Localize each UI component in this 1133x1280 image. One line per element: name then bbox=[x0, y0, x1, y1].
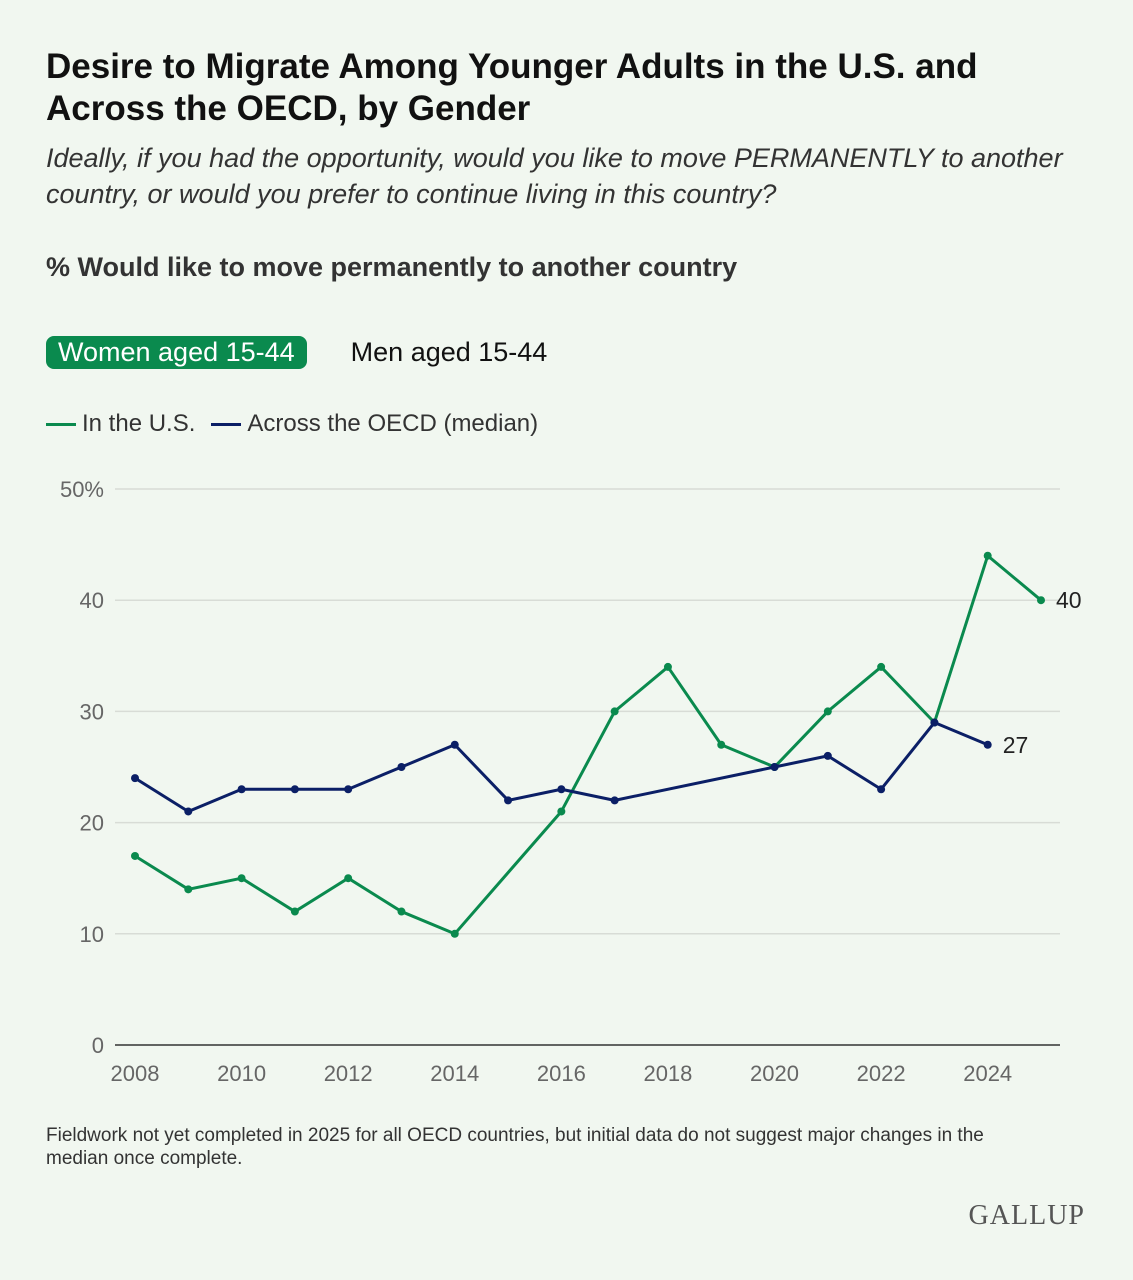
data-point bbox=[290, 907, 299, 916]
data-point bbox=[610, 796, 619, 805]
line-chart: 0 10 20 30 40 50% 2008 2010 2012 2014 2016 2018 2020… bbox=[60, 477, 1082, 1086]
data-point bbox=[397, 907, 406, 916]
footnote: Fieldwork not yet completed in 2025 for … bbox=[46, 1125, 984, 1169]
data-point bbox=[877, 785, 886, 794]
chart-subtitle: Ideally, if you had the opportunity, wou… bbox=[46, 143, 1063, 209]
data-point bbox=[237, 785, 246, 794]
data-point bbox=[184, 885, 193, 894]
tab-women[interactable]: Women aged 15-44 bbox=[46, 336, 307, 369]
legend-item-oecd: Across the OECD (median) bbox=[211, 410, 538, 438]
data-point bbox=[717, 740, 726, 749]
data-point bbox=[983, 740, 992, 749]
x-tick-label: 2024 bbox=[963, 1061, 1012, 1086]
data-point bbox=[131, 774, 139, 783]
data-point bbox=[237, 874, 246, 883]
series-line-us bbox=[134, 554, 1042, 936]
x-tick-label: 2020 bbox=[750, 1061, 799, 1086]
chart-title: Desire to Migrate Among Younger Adults i… bbox=[46, 47, 978, 128]
data-point bbox=[1037, 596, 1045, 605]
legend-label: Across the OECD (median) bbox=[247, 410, 539, 437]
y-tick-label: 50% bbox=[60, 477, 104, 502]
y-tick-label: 0 bbox=[92, 1033, 104, 1058]
gender-tabs: Women aged 15-44 Men aged 15-44 bbox=[46, 336, 559, 369]
data-point bbox=[557, 785, 566, 794]
end-value-label: 40 bbox=[1056, 587, 1082, 613]
data-point bbox=[450, 740, 459, 749]
data-point bbox=[397, 763, 406, 771]
x-tick-label: 2016 bbox=[537, 1061, 586, 1086]
legend-label: In the U.S. bbox=[82, 410, 196, 437]
data-point bbox=[610, 707, 619, 716]
y-tick-label: 40 bbox=[80, 588, 104, 613]
data-point bbox=[877, 662, 886, 671]
data-point bbox=[770, 763, 779, 771]
data-point bbox=[344, 874, 353, 883]
data-point bbox=[983, 551, 992, 560]
legend-swatch bbox=[211, 422, 242, 426]
series-line-oecd bbox=[134, 721, 989, 813]
data-point bbox=[823, 707, 832, 716]
x-tick-label: 2008 bbox=[111, 1061, 160, 1086]
data-point bbox=[823, 751, 832, 760]
data-point bbox=[450, 929, 459, 938]
data-point bbox=[663, 662, 672, 671]
legend-swatch bbox=[46, 422, 76, 426]
data-point bbox=[131, 851, 139, 860]
y-tick-label: 20 bbox=[80, 811, 104, 836]
tab-men[interactable]: Men aged 15-44 bbox=[350, 337, 548, 367]
measure-label: % Would like to move permanently to anot… bbox=[46, 252, 738, 282]
y-tick-label: 30 bbox=[80, 699, 104, 724]
data-point bbox=[184, 807, 193, 816]
data-point bbox=[557, 807, 566, 816]
x-tick-label: 2012 bbox=[324, 1061, 373, 1086]
y-tick-label: 10 bbox=[80, 922, 104, 947]
data-point bbox=[290, 785, 299, 794]
x-tick-label: 2014 bbox=[430, 1061, 479, 1086]
legend: In the U.S. Across the OECD (median) bbox=[46, 410, 538, 438]
x-tick-label: 2010 bbox=[217, 1061, 266, 1086]
x-tick-label: 2022 bbox=[857, 1061, 906, 1086]
data-point bbox=[504, 796, 513, 805]
x-tick-label: 2018 bbox=[643, 1061, 692, 1086]
data-point bbox=[344, 785, 353, 794]
end-value-label: 27 bbox=[1003, 732, 1029, 758]
gallup-logo: GALLUP bbox=[968, 1200, 1085, 1231]
legend-item-us: In the U.S. bbox=[46, 410, 195, 438]
data-point bbox=[930, 718, 939, 727]
